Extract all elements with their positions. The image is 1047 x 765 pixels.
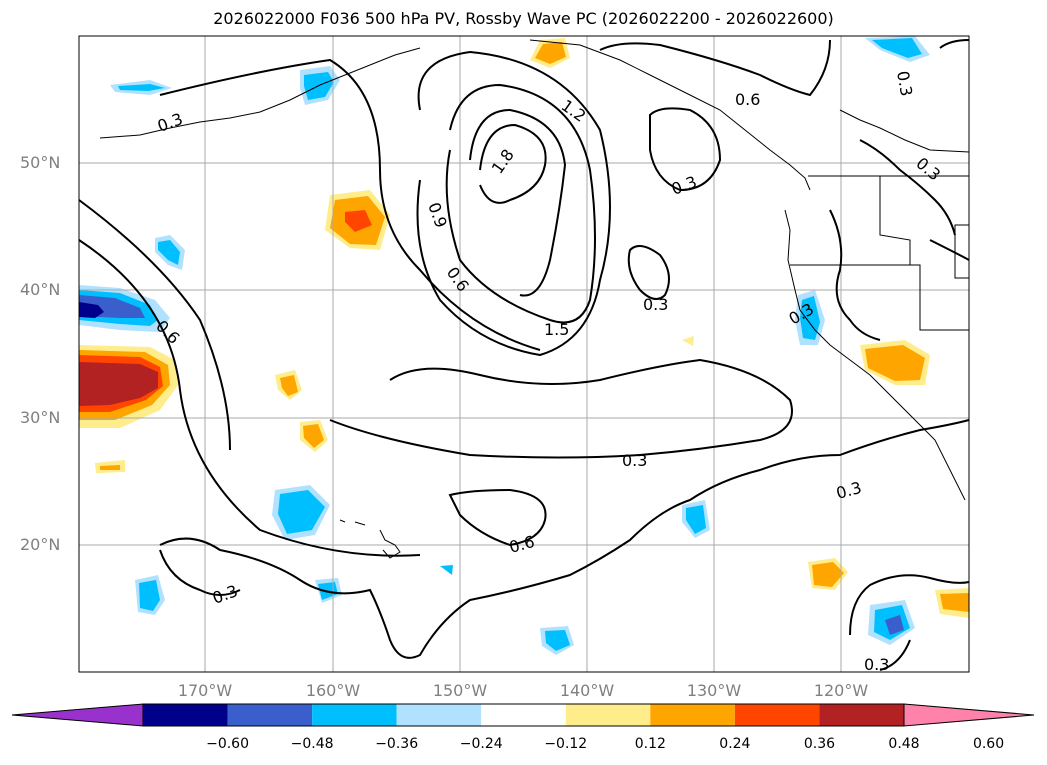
colorbar-tick-label: −0.24 [459,736,503,752]
lat-label: 40°N [20,280,61,299]
colorbar-swatch [481,704,566,726]
coastlines [99,39,970,559]
lon-label: 140°W [559,681,615,700]
lon-label: 130°W [686,681,742,700]
colorbar-tick-label: 0.36 [803,736,836,752]
colorbar-tick-label: 0.48 [888,736,920,752]
colorbar-swatch [565,704,651,726]
colorbar-swatch [819,704,904,726]
colorbar-tick-label: −0.48 [290,736,334,752]
contour-label: 0.3 [864,655,889,674]
colorbar-tick-label: −0.12 [544,736,588,752]
contour-label: 0.6 [735,90,760,109]
lon-label: 160°W [305,681,361,700]
colorbar-outline [142,703,905,727]
colorbar-extend-low [11,703,144,727]
lat-label: 30°N [20,408,61,427]
colorbar [11,703,1035,727]
colorbar-swatch [734,704,820,726]
lat-label: 50°N [20,153,61,172]
pv-contours [78,39,970,671]
plot-border [78,35,970,673]
colorbar-tick-label: 0.60 [972,736,1005,752]
colorbar-tick-label: 0.24 [719,736,751,752]
colorbar-swatch [227,704,313,726]
map-title: 2026022000 F036 500 hPa PV, Rossby Wave … [213,9,834,28]
contour-label: 1.5 [544,320,569,339]
contour-label: 0.3 [622,451,647,470]
colorbar-swatch [396,704,482,726]
anomaly-shading [79,36,969,655]
colorbar-swatch [650,704,735,726]
colorbar-tick-label: −0.36 [375,736,419,752]
colorbar-swatch [143,704,228,726]
colorbar-tick-label: 0.12 [634,736,666,752]
colorbar-extend-high [903,703,1035,727]
lat-label: 20°N [20,535,61,554]
lon-label: 170°W [177,681,233,700]
contour-label: 0.3 [893,69,916,97]
lon-label: 150°W [432,681,488,700]
lon-label: 120°W [813,681,869,700]
colorbar-tick-label: −0.60 [206,736,249,752]
contour-label: 0.3 [643,295,668,314]
gridlines [79,36,969,672]
colorbar-swatch [312,704,397,726]
